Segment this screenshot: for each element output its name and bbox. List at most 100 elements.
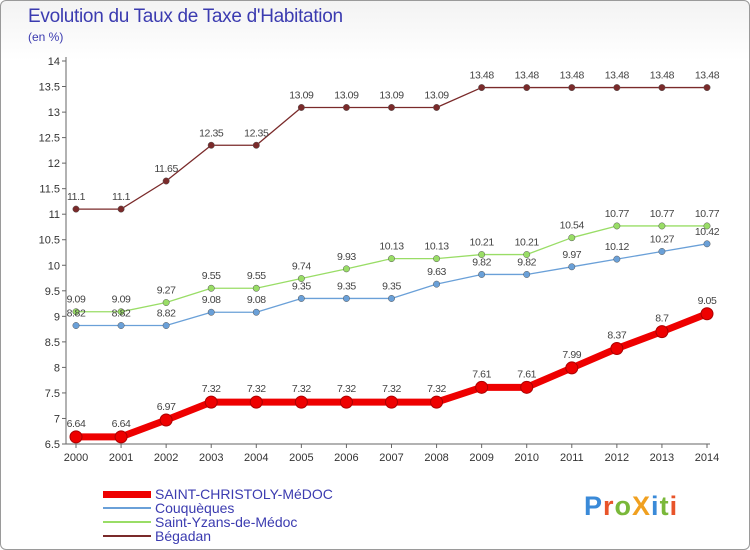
y-tick-label: 8.5 bbox=[45, 337, 60, 349]
legend-label: Bégadan bbox=[155, 528, 212, 544]
data-point bbox=[703, 222, 711, 230]
data-point bbox=[613, 255, 621, 263]
data-label: 9.08 bbox=[247, 294, 266, 306]
data-label: 9.35 bbox=[337, 280, 356, 292]
legend-label: SAINT-CHRISTOLY-MéDOC bbox=[155, 486, 333, 502]
x-tick-label: 2010 bbox=[514, 452, 538, 464]
data-label: 12.35 bbox=[199, 127, 224, 139]
data-label: 10.21 bbox=[470, 237, 495, 249]
data-label: 7.32 bbox=[202, 383, 221, 395]
data-label: 8.7 bbox=[655, 313, 669, 325]
y-tick-label: 11.5 bbox=[39, 184, 60, 196]
logo-letter: r bbox=[603, 491, 615, 521]
x-tick-label: 2003 bbox=[199, 452, 223, 464]
data-label: 10.77 bbox=[695, 208, 720, 220]
y-tick-label: 13 bbox=[48, 107, 60, 119]
data-point bbox=[252, 284, 260, 292]
x-tick-label: 2007 bbox=[379, 452, 403, 464]
y-tick-label: 6.5 bbox=[45, 439, 60, 451]
x-tick-label: 2011 bbox=[560, 452, 584, 464]
data-point bbox=[568, 234, 576, 242]
legend-item: Couquèques bbox=[103, 500, 333, 516]
data-point bbox=[252, 308, 260, 316]
chart-subtitle: (en %) bbox=[28, 30, 64, 44]
data-label: 9.97 bbox=[562, 249, 581, 261]
data-label: 10.77 bbox=[605, 208, 630, 220]
data-label: 11.65 bbox=[154, 163, 178, 175]
data-label: 6.97 bbox=[157, 401, 176, 413]
data-point bbox=[658, 222, 666, 230]
data-label: 13.09 bbox=[289, 89, 314, 101]
chart-title: Evolution du Taux de Taxe d'Habitation bbox=[28, 6, 343, 27]
data-point bbox=[703, 240, 711, 248]
data-label: 8.82 bbox=[157, 308, 176, 320]
data-label: 11.1 bbox=[67, 191, 86, 203]
data-point bbox=[610, 342, 624, 356]
series-4: 11.1 11.1 11.65 12.35 12.35 13.09 13.09 13.09 13… bbox=[67, 70, 720, 213]
legend-label: Couquèques bbox=[155, 500, 235, 516]
data-label: 11.1 bbox=[112, 191, 131, 203]
data-label: 9.27 bbox=[157, 285, 176, 297]
legend-item: SAINT-CHRISTOLY-MéDOC bbox=[103, 486, 333, 502]
data-label: 9.08 bbox=[202, 294, 221, 306]
x-tick-label: 2013 bbox=[650, 452, 674, 464]
series-layer: 11.1 11.1 11.65 12.35 12.35 13.09 13.09 13.09 13… bbox=[67, 70, 720, 444]
data-point bbox=[249, 395, 263, 409]
data-label: 13.48 bbox=[605, 70, 630, 82]
x-tick-label: 2006 bbox=[334, 452, 358, 464]
x-tick-label: 2008 bbox=[424, 452, 448, 464]
logo-letter: o bbox=[614, 491, 633, 521]
data-point bbox=[69, 430, 83, 444]
data-point bbox=[568, 84, 576, 92]
data-point bbox=[520, 380, 534, 394]
data-point bbox=[342, 265, 350, 273]
data-label: 10.13 bbox=[424, 241, 449, 253]
data-label: 6.64 bbox=[112, 418, 131, 430]
x-tick-label: 2000 bbox=[64, 452, 88, 464]
y-tick-label: 10.5 bbox=[39, 235, 60, 247]
data-label: 7.32 bbox=[247, 383, 266, 395]
data-label: 9.63 bbox=[427, 266, 446, 278]
data-label: 7.32 bbox=[292, 383, 311, 395]
x-tick-label: 2009 bbox=[469, 452, 493, 464]
data-point bbox=[388, 104, 395, 111]
data-point bbox=[433, 255, 441, 263]
data-point bbox=[207, 308, 215, 316]
data-point bbox=[478, 271, 486, 278]
data-label: 7.32 bbox=[337, 383, 356, 395]
data-point bbox=[339, 395, 353, 409]
y-tick-label: 13.5 bbox=[39, 82, 60, 94]
data-point bbox=[565, 361, 579, 375]
y-tick-label: 8 bbox=[54, 362, 60, 374]
data-label: 9.82 bbox=[472, 256, 491, 268]
data-point bbox=[117, 322, 125, 329]
legend-swatch bbox=[103, 521, 151, 523]
y-tick-label: 12 bbox=[48, 158, 60, 170]
data-point bbox=[658, 248, 666, 255]
data-label: 13.48 bbox=[560, 70, 585, 82]
y-tick-label: 7 bbox=[54, 413, 60, 425]
data-label: 10.42 bbox=[695, 226, 720, 238]
data-label: 7.32 bbox=[427, 383, 446, 395]
data-label: 9.74 bbox=[292, 261, 311, 273]
data-label: 13.48 bbox=[470, 70, 495, 82]
logo-letter: t bbox=[659, 491, 670, 521]
legend-swatch bbox=[103, 490, 151, 498]
data-label: 9.09 bbox=[112, 294, 131, 306]
y-tick-label: 11 bbox=[49, 209, 60, 221]
data-label: 13.48 bbox=[650, 70, 675, 82]
data-point bbox=[117, 308, 125, 316]
data-point bbox=[388, 295, 395, 302]
y-tick-label: 12.5 bbox=[39, 133, 60, 145]
y-tick-label: 10 bbox=[48, 260, 60, 272]
data-point bbox=[162, 299, 170, 306]
data-point bbox=[385, 395, 398, 409]
legend-label: Saint-Yzans-de-Médoc bbox=[155, 514, 298, 530]
data-point bbox=[388, 255, 395, 263]
data-point bbox=[430, 395, 444, 409]
y-tick-label: 9.5 bbox=[45, 286, 60, 298]
data-point bbox=[342, 104, 350, 111]
x-tick-label: 2012 bbox=[605, 452, 629, 464]
